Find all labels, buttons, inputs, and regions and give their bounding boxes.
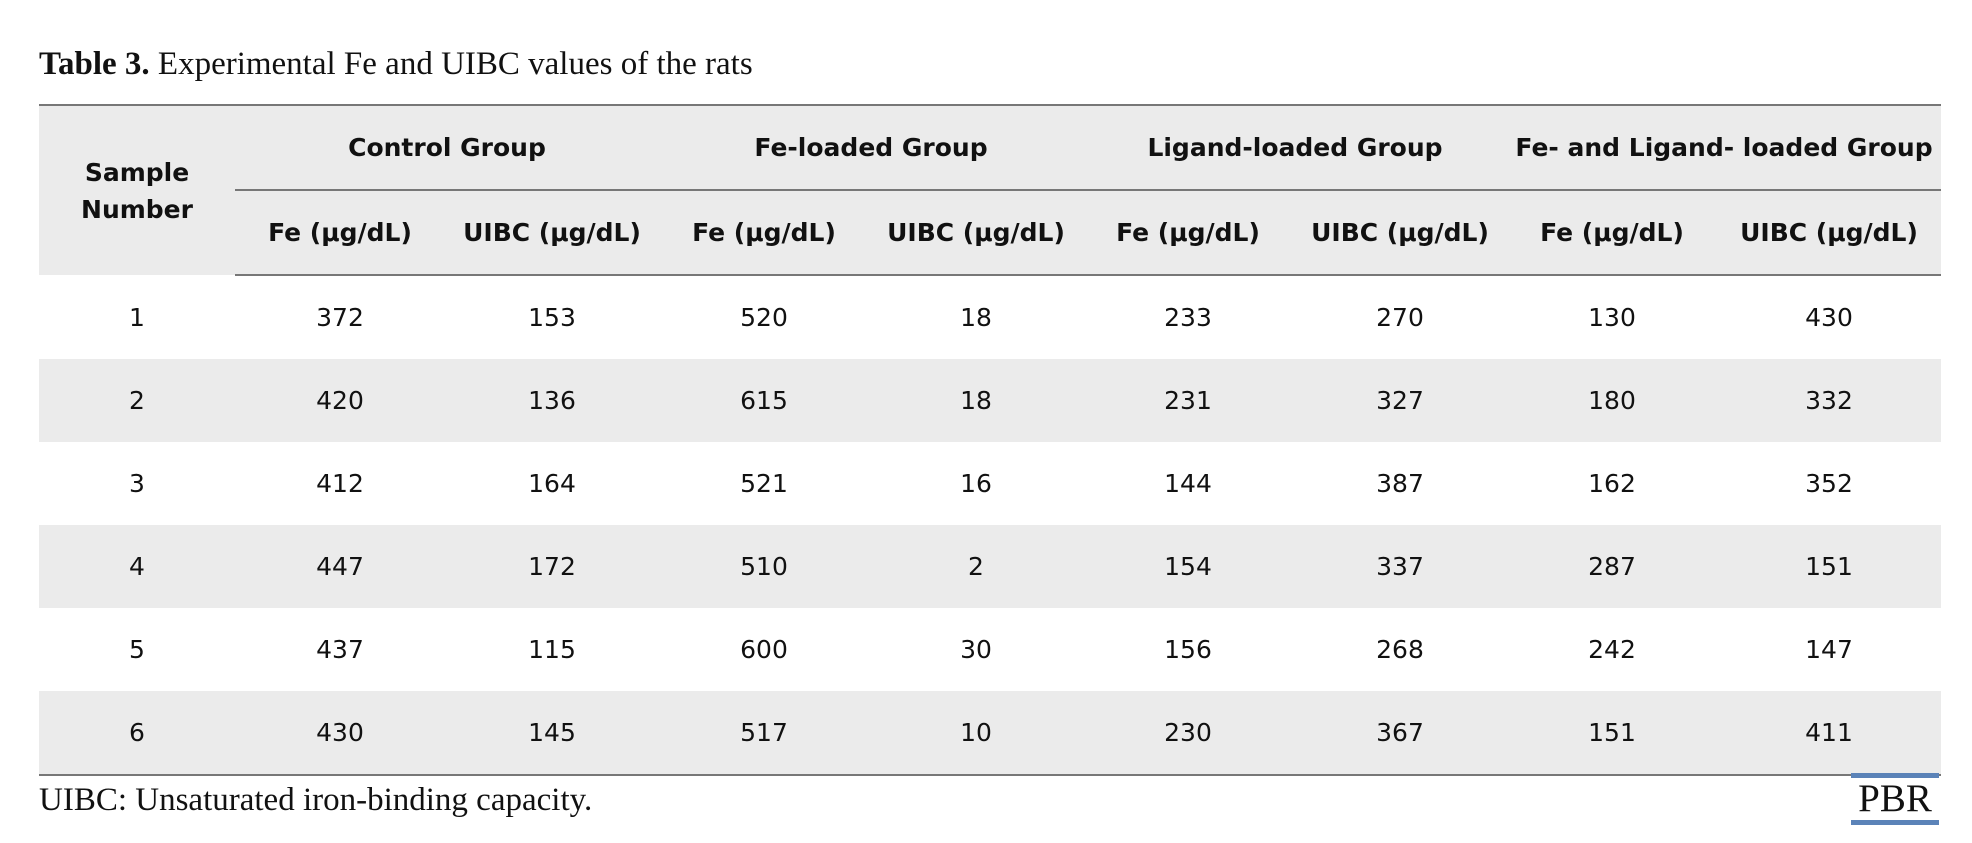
column-header-fe: Fe (μg/dL) <box>1083 190 1293 276</box>
table-cell: 156 <box>1164 635 1212 664</box>
table-row: 2 420 136 615 18 231 327 180 332 <box>39 359 1941 442</box>
table-cell: 387 <box>1376 469 1424 498</box>
group-header-ligand-loaded: Ligand-loaded Group <box>1083 105 1507 191</box>
column-header-uibc: UIBC (μg/dL) <box>1293 190 1507 276</box>
table-cell: 180 <box>1507 359 1717 442</box>
table-cell: 164 <box>528 469 576 498</box>
table-cell: 154 <box>1083 525 1293 608</box>
table-cell: 600 <box>740 635 788 664</box>
table-caption-label: Table 3. <box>39 46 150 82</box>
table-cell: 287 <box>1507 525 1717 608</box>
table-caption-text: Experimental Fe and UIBC values of the r… <box>157 46 753 82</box>
table-cell: 4 <box>39 525 235 608</box>
column-header-uibc: UIBC (μg/dL) <box>445 190 659 276</box>
table-row: 3 412 164 521 16 144 387 162 352 <box>39 442 1941 525</box>
table-cell: 172 <box>445 525 659 608</box>
table-cell: 10 <box>869 691 1083 776</box>
table-row: 1 372 153 520 18 233 270 130 430 <box>39 275 1941 359</box>
table-cell: 153 <box>528 303 576 332</box>
column-header-uibc: UIBC (μg/dL) <box>869 190 1083 276</box>
table-cell: 151 <box>1717 525 1941 608</box>
table-header: Sample Number Control Group Fe-loaded Gr… <box>39 105 1941 276</box>
table-caption: Table 3. Experimental Fe and UIBC values… <box>39 44 753 84</box>
table-cell: 2 <box>869 525 1083 608</box>
table-cell: 230 <box>1083 691 1293 776</box>
table-cell: 16 <box>960 469 992 498</box>
table-cell: 242 <box>1588 635 1636 664</box>
table-cell: 352 <box>1805 469 1853 498</box>
column-header-fe: Fe (μg/dL) <box>1507 190 1717 276</box>
table-cell: 115 <box>528 635 576 664</box>
table-cell: 367 <box>1293 691 1507 776</box>
table-cell: 510 <box>659 525 869 608</box>
document-page: Table 3. Experimental Fe and UIBC values… <box>39 0 1941 843</box>
table-cell: 372 <box>316 303 364 332</box>
group-header-fe-and-ligand-loaded: Fe- and Ligand- loaded Group <box>1507 105 1941 191</box>
table-cell: 517 <box>659 691 869 776</box>
table-cell: 437 <box>316 635 364 664</box>
sample-number-header: Sample Number <box>39 105 235 275</box>
table-cell: 520 <box>740 303 788 332</box>
table-cell: 145 <box>445 691 659 776</box>
table-cell: 144 <box>1164 469 1212 498</box>
table-cell: 231 <box>1083 359 1293 442</box>
table-cell: 136 <box>445 359 659 442</box>
table-cell: 447 <box>235 525 445 608</box>
table-cell: 337 <box>1293 525 1507 608</box>
table-footnote: UIBC: Unsaturated iron-binding capacity. <box>39 782 593 818</box>
table-cell: 6 <box>39 691 235 776</box>
table-cell: 233 <box>1164 303 1212 332</box>
data-table: Sample Number Control Group Fe-loaded Gr… <box>39 104 1941 776</box>
table-cell: 3 <box>129 469 145 498</box>
column-header-fe: Fe (μg/dL) <box>235 190 445 276</box>
column-header-fe: Fe (μg/dL) <box>659 190 869 276</box>
table-cell: 412 <box>316 469 364 498</box>
subheader-row: Fe (μg/dL) UIBC (μg/dL) Fe (μg/dL) UIBC … <box>39 190 1941 276</box>
logo-bar-bottom <box>1851 820 1939 825</box>
table-cell: 270 <box>1376 303 1424 332</box>
table-cell: 151 <box>1507 691 1717 776</box>
table-row: 4 447 172 510 2 154 337 287 151 <box>39 525 1941 608</box>
table-cell: 332 <box>1717 359 1941 442</box>
group-header-row: Sample Number Control Group Fe-loaded Gr… <box>39 105 1941 275</box>
table-cell: 18 <box>869 359 1083 442</box>
table-cell: 327 <box>1293 359 1507 442</box>
table-row: 5 437 115 600 30 156 268 242 147 <box>39 608 1941 691</box>
table-cell: 430 <box>1805 303 1853 332</box>
table-body: 1 372 153 520 18 233 270 130 430 2 420 1… <box>39 275 1941 776</box>
table-cell: 411 <box>1717 691 1941 776</box>
table-cell: 615 <box>659 359 869 442</box>
group-header-control: Control Group <box>235 105 659 191</box>
table-cell: 420 <box>235 359 445 442</box>
column-header-uibc: UIBC (μg/dL) <box>1717 190 1941 276</box>
table-cell: 5 <box>129 635 145 664</box>
table-cell: 1 <box>129 302 145 332</box>
table-cell: 18 <box>960 303 992 332</box>
table-cell: 30 <box>960 635 992 664</box>
group-header-fe-loaded: Fe-loaded Group <box>659 105 1083 191</box>
table-cell: 2 <box>39 359 235 442</box>
logo-text: PBR <box>1858 777 1932 820</box>
table-cell: 147 <box>1805 635 1853 664</box>
table-cell: 162 <box>1588 469 1636 498</box>
table-cell: 521 <box>740 469 788 498</box>
table-cell: 430 <box>235 691 445 776</box>
table-row: 6 430 145 517 10 230 367 151 411 <box>39 691 1941 776</box>
pbr-logo: PBR <box>1851 773 1939 825</box>
table-cell: 130 <box>1588 303 1636 332</box>
logo-bar-top <box>1851 773 1939 778</box>
table-cell: 268 <box>1376 635 1424 664</box>
